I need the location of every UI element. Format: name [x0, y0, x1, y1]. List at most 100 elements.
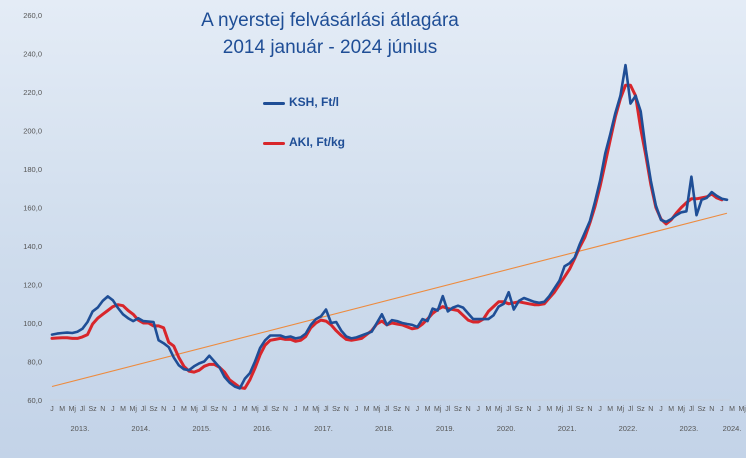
series-line-ksh	[50, 63, 729, 390]
x-tick-label: Jl	[202, 406, 208, 413]
x-tick-label: N	[709, 406, 714, 413]
x-tick-label: Sz	[210, 406, 219, 413]
x-tick-label: Mj	[312, 406, 320, 413]
x-tick-label: J	[233, 406, 237, 413]
year-label: 2019.	[436, 424, 455, 433]
x-tick-label: N	[405, 406, 410, 413]
x-tick-label: Mj	[251, 406, 259, 413]
x-tick-label: Jl	[445, 406, 451, 413]
x-tick-label: Jl	[324, 406, 330, 413]
x-tick-label: N	[222, 406, 227, 413]
x-tick-label: Sz	[393, 406, 402, 413]
x-tick-label: Jl	[689, 406, 695, 413]
x-tick-label: Jl	[506, 406, 512, 413]
y-tick-label: 80,0	[27, 358, 42, 367]
x-tick-label: M	[668, 406, 674, 413]
x-tick-label: Mj	[738, 406, 746, 413]
x-tick-label: M	[303, 406, 309, 413]
x-tick-label: M	[242, 406, 248, 413]
x-tick-label: J	[659, 406, 663, 413]
legend-label-ksh: KSH, Ft/l	[289, 95, 339, 109]
x-tick-label: N	[161, 406, 166, 413]
x-tick-label: N	[344, 406, 349, 413]
y-tick-label: 160,0	[23, 204, 42, 213]
trendline-layer	[51, 212, 728, 388]
y-tick-label: 200,0	[23, 127, 42, 136]
year-label: 2021.	[558, 424, 577, 433]
y-tick-label: 120,0	[23, 281, 42, 290]
chart-subtitle: 2014 január - 2024 június	[222, 37, 438, 58]
x-tick-label: Jl	[141, 406, 147, 413]
x-tick-label: Jl	[628, 406, 634, 413]
x-tick-label: Sz	[637, 406, 646, 413]
x-tick-label: Sz	[149, 406, 158, 413]
x-tick-label: Sz	[89, 406, 98, 413]
x-tick-label: Jl	[567, 406, 573, 413]
x-tick-label: Mj	[434, 406, 442, 413]
x-tick-label: M	[120, 406, 126, 413]
x-tick-label: Mj	[556, 406, 564, 413]
year-label: 2014.	[131, 424, 150, 433]
x-tick-label: M	[729, 406, 735, 413]
y-tick-label: 240,0	[23, 50, 42, 59]
x-tick-label: N	[587, 406, 592, 413]
y-tick-label: 260,0	[23, 11, 42, 20]
series-line-trend	[51, 212, 728, 388]
x-tick-label: N	[100, 406, 105, 413]
x-tick-label: M	[486, 406, 492, 413]
x-tick-label: J	[172, 406, 176, 413]
x-tick-label: Jl	[80, 406, 86, 413]
legend-swatch-aki	[263, 142, 285, 145]
chart-title: A nyerstej felvásárlási átlagára	[201, 10, 459, 31]
x-tick-label: M	[425, 406, 431, 413]
x-tick-label: Jl	[263, 406, 269, 413]
y-tick-label: 180,0	[23, 165, 42, 174]
year-label: 2023.	[680, 424, 699, 433]
x-tick-label: Mj	[617, 406, 625, 413]
y-tick-label: 100,0	[23, 319, 42, 328]
x-tick-label: J	[416, 406, 420, 413]
series-line-aki	[50, 83, 724, 390]
x-tick-label: M	[364, 406, 370, 413]
x-tick-label: Mj	[69, 406, 77, 413]
y-tick-label: 60,0	[27, 396, 42, 405]
year-label: 2017.	[314, 424, 333, 433]
x-tick-label: M	[181, 406, 187, 413]
y-tick-label: 140,0	[23, 242, 42, 251]
year-label: 2022.	[619, 424, 638, 433]
x-tick-label: N	[466, 406, 471, 413]
y-axis: 60,0 80,0 100,0 120,0 140,0 160,0 180,0 200,0 22…	[23, 11, 42, 405]
x-tick-label: J	[598, 406, 602, 413]
x-tick-label: J	[294, 406, 298, 413]
x-tick-label: J	[355, 406, 359, 413]
x-tick-label: J	[111, 406, 115, 413]
x-tick-label: N	[527, 406, 532, 413]
x-tick-label: M	[607, 406, 613, 413]
x-tick-label: M	[546, 406, 552, 413]
x-tick-label: Sz	[576, 406, 585, 413]
x-tick-label: Sz	[697, 406, 706, 413]
x-tick-label: J	[720, 406, 724, 413]
x-tick-label: M	[59, 406, 65, 413]
x-tick-label: Sz	[332, 406, 341, 413]
year-label: 2013.	[71, 424, 90, 433]
year-label: 2015.	[192, 424, 211, 433]
x-tick-label: Mj	[190, 406, 198, 413]
y-tick-label: 220,0	[23, 88, 42, 97]
x-tick-label: Mj	[373, 406, 381, 413]
x-tick-label: Mj	[495, 406, 503, 413]
year-label: 2018.	[375, 424, 394, 433]
year-label: 2020.	[497, 424, 516, 433]
series-layer	[50, 63, 729, 390]
x-tick-label: J	[537, 406, 541, 413]
x-tick-label: Sz	[515, 406, 524, 413]
legend-label-aki: AKI, Ft/kg	[289, 135, 345, 149]
x-tick-label: N	[648, 406, 653, 413]
x-tick-label: J	[477, 406, 481, 413]
x-tick-label: Mj	[678, 406, 686, 413]
x-tick-label: Jl	[384, 406, 390, 413]
x-tick-label: Sz	[271, 406, 280, 413]
x-tick-label: J	[50, 406, 54, 413]
